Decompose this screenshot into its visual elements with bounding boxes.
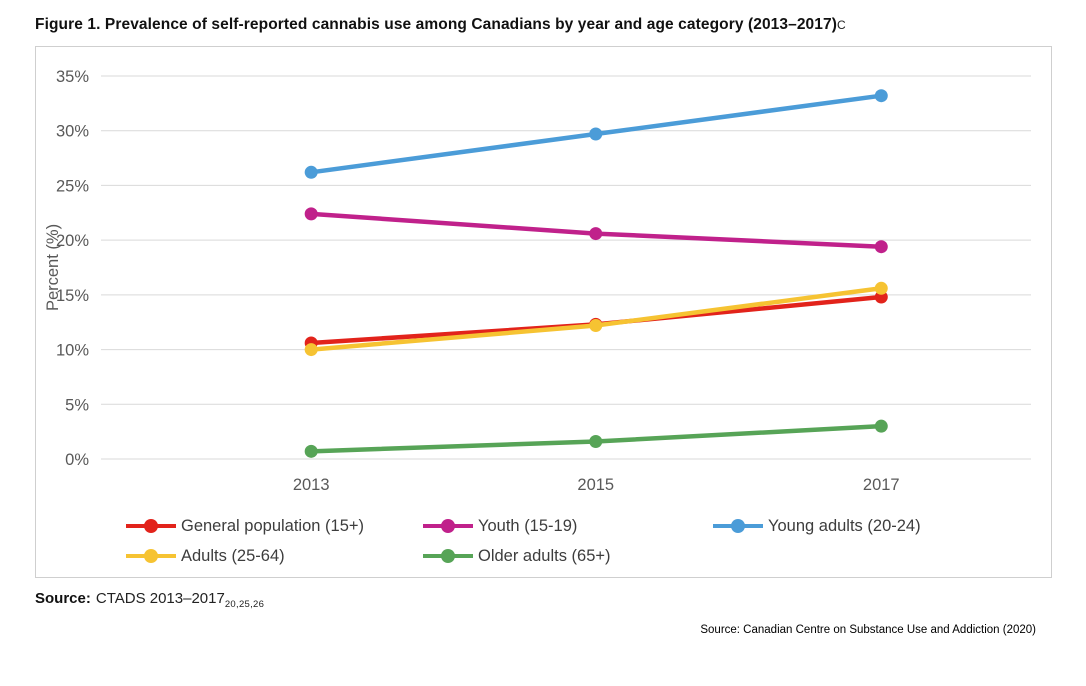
series-marker: [874, 89, 888, 103]
attribution-text: Source: Canadian Centre on Substance Use…: [700, 624, 1036, 636]
figure-title-marker: C: [836, 18, 846, 32]
x-tick-label: 2017: [863, 476, 900, 494]
legend-label: General population (15+): [181, 516, 364, 535]
line-chart: 0% 5% 10% 15% 20% 25% 30% 35% 2013 2015 2017 Percen…: [44, 68, 1031, 494]
legend-marker-icon: [713, 519, 763, 533]
y-tick-label: 35%: [56, 68, 89, 86]
legend-item: General population (15+): [126, 513, 423, 539]
series-marker: [304, 165, 318, 179]
series-marker: [589, 318, 603, 332]
series-marker: [874, 281, 888, 295]
legend-marker-icon: [423, 549, 473, 563]
y-tick-label: 10%: [56, 342, 89, 360]
legend-marker-icon: [423, 519, 473, 533]
y-tick-label: 5%: [65, 396, 89, 414]
series-marker: [304, 343, 318, 357]
y-tick-label: 0%: [65, 451, 89, 469]
y-tick-label: 20%: [56, 232, 89, 250]
series-marker: [874, 419, 888, 433]
legend-label: Youth (15-19): [478, 516, 578, 535]
series-marker: [304, 207, 318, 221]
series-marker: [589, 127, 603, 141]
legend-marker-icon: [126, 549, 176, 563]
legend-label: Young adults (20-24): [768, 516, 921, 535]
figure-title-text: Figure 1. Prevalence of self-reported ca…: [35, 16, 837, 33]
series-marker: [589, 434, 603, 448]
x-tick-label: 2013: [293, 476, 330, 494]
series-marker: [874, 240, 888, 254]
figure-title: Figure 1. Prevalence of self-reported ca…: [35, 16, 1052, 34]
legend-item: Youth (15-19): [423, 513, 713, 539]
series-marker: [589, 227, 603, 241]
chart-container: 0% 5% 10% 15% 20% 25% 30% 35% 2013 2015 2017 Percen…: [35, 46, 1052, 578]
source-subscript: 20,25,26: [224, 599, 265, 610]
legend-item: Young adults (20-24): [713, 513, 1051, 539]
legend-label: Older adults (65+): [478, 546, 611, 565]
legend-item: Adults (25-64): [126, 543, 423, 569]
y-axis-title: Percent (%): [44, 224, 62, 311]
y-tick-label: 15%: [56, 287, 89, 305]
series-marker: [304, 444, 318, 458]
y-tick-label: 30%: [56, 123, 89, 141]
source-label: Source:: [35, 590, 91, 607]
source-line: Source: CTADS 2013–201720,25,26: [35, 590, 1052, 610]
x-tick-label: 2015: [577, 476, 614, 494]
legend-item: Older adults (65+): [423, 543, 713, 569]
y-tick-label: 25%: [56, 177, 89, 195]
source-text: CTADS 2013–2017: [95, 590, 225, 607]
legend-label: Adults (25-64): [181, 546, 285, 565]
chart-legend: General population (15+) Youth (15-19) You…: [36, 513, 1051, 569]
legend-marker-icon: [126, 519, 176, 533]
